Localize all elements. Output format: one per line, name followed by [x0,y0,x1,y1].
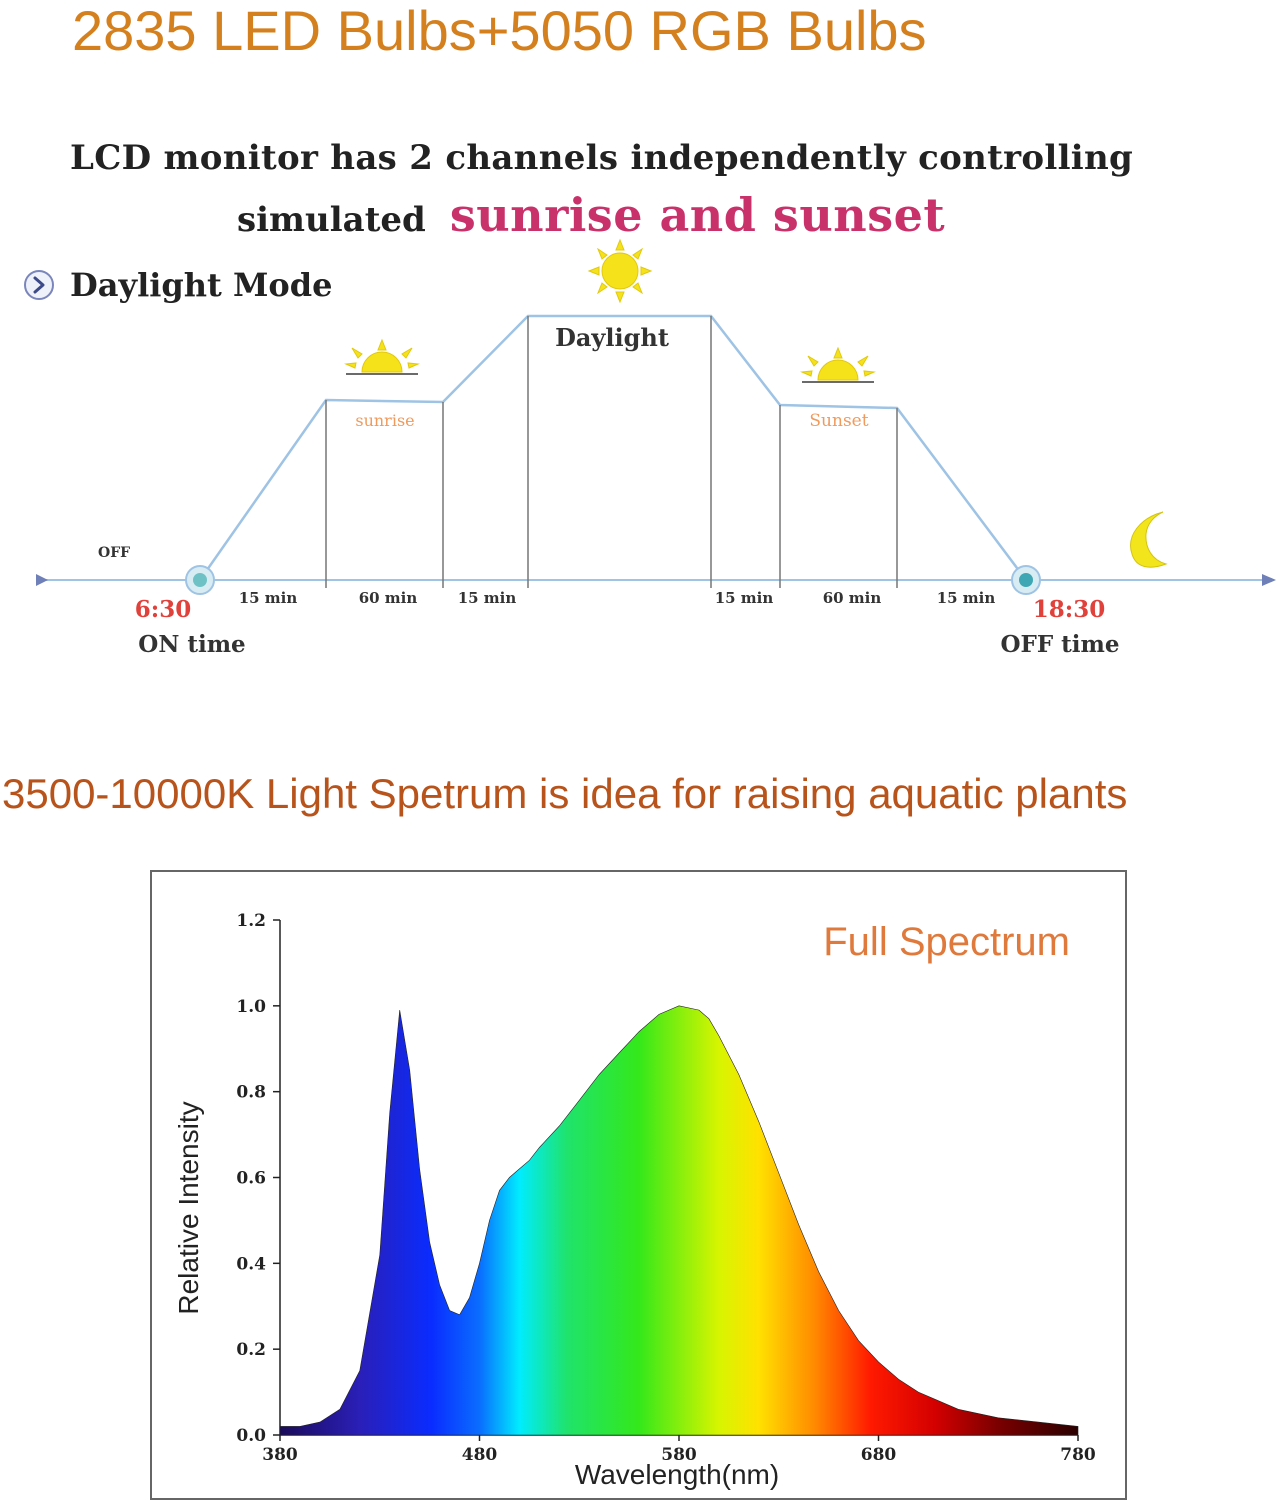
y-axis-label: Relative Intensity [173,1101,204,1314]
axis-end-arrow [1262,574,1276,586]
page-title: 2835 LED Bulbs+5050 RGB Bulbs [72,0,927,62]
y-tick-label: 0.8 [236,1083,266,1103]
light-profile-line [198,314,1027,581]
x-tick-label: 580 [661,1445,697,1465]
duration-label: 15 min [937,589,996,607]
spectrum-area [279,1005,1079,1436]
lcd-simulated-text: simulated [237,200,426,240]
sunset-icon [800,346,876,383]
x-tick-label: 780 [1060,1445,1096,1465]
spectrum-chart: 0.0 0.2 0.4 0.6 0.8 1.0 1.2 380 480 580 680 780 Ful… [150,870,1127,1500]
y-tick-label: 0.2 [236,1340,266,1360]
sunrise-sunset-highlight: sunrise and sunset [449,188,946,242]
duration-label: 15 min [239,589,298,607]
on-time-label: ON time [138,631,245,658]
on-time-value: 6:30 [135,596,192,623]
y-tick-label: 1.2 [236,911,266,931]
chart-ticks: 0.0 0.2 0.4 0.6 0.8 1.0 1.2 380 480 580 680 780 [236,911,1095,1465]
x-axis-label: Wavelength(nm) [575,1459,779,1490]
y-tick-label: 1.0 [236,997,266,1017]
off-time-value: 18:30 [1033,596,1106,623]
sun-icon [587,238,653,304]
moon-icon [1130,511,1168,568]
duration-label: 60 min [359,589,418,607]
off-state-label: OFF [98,545,130,561]
chevron-right-circle-icon [24,270,54,300]
spectrum-heading: 3500-10000K Light Spetrum is idea for ra… [2,770,1128,817]
duration-label: 15 min [715,589,774,607]
on-time-marker [185,565,215,595]
y-tick-label: 0.4 [236,1254,266,1274]
sunrise-icon [344,338,420,375]
x-tick-label: 680 [861,1445,897,1465]
schedule-diagram: OFF sunrise Daylight Sunset 15 min 60 mi… [36,238,1276,658]
duration-label: 60 min [823,589,882,607]
lcd-description-line2: simulated sunrise and sunset [237,188,945,242]
daylight-mode-label: Daylight Mode [70,266,333,304]
duration-labels: 15 min 60 min 15 min 15 min 60 min 15 mi… [239,589,996,607]
y-tick-label: 0.6 [236,1169,266,1189]
y-tick-label: 0.0 [236,1426,266,1446]
axis-start-arrow [36,574,48,586]
stage-label-daylight: Daylight [555,323,669,352]
stage-label-sunrise: sunrise [355,411,414,430]
chart-title: Full Spectrum [823,920,1070,964]
stage-dividers [325,316,898,588]
x-tick-label: 380 [262,1445,298,1465]
off-time-marker [1011,565,1041,595]
duration-label: 15 min [458,589,517,607]
stage-label-sunset: Sunset [809,411,868,431]
off-time-label: OFF time [1000,631,1119,658]
x-tick-label: 480 [462,1445,498,1465]
daylight-mode-row: Daylight Mode [22,266,332,304]
lcd-description: LCD monitor has 2 channels independently… [70,138,1134,178]
